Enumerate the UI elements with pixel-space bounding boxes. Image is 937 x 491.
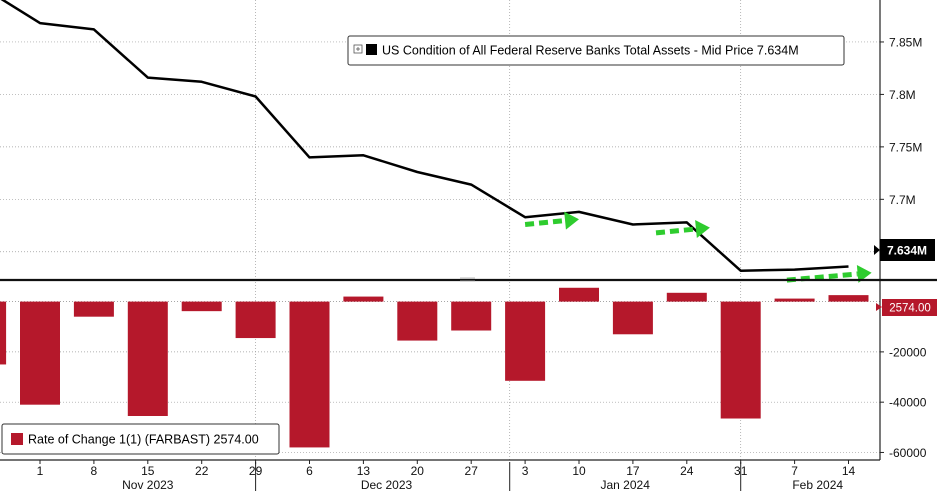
x-tick-label: 24	[680, 464, 694, 478]
x-tick-label: 3	[522, 464, 529, 478]
bar-legend: Rate of Change 1(1) (FARBAST) 2574.00	[1, 423, 280, 455]
bar	[127, 301, 168, 416]
bottom-y-tick-label: -60000	[889, 446, 927, 460]
panel-resize-handle[interactable]	[460, 277, 475, 282]
annotation-arrows	[524, 211, 872, 283]
axes	[0, 0, 937, 461]
x-month-label: Dec 2023	[361, 478, 413, 491]
bar	[720, 301, 761, 419]
bar	[774, 298, 815, 302]
x-tick-label: 22	[195, 464, 209, 478]
bar	[397, 301, 438, 341]
x-tick-label: 14	[842, 464, 856, 478]
line-legend-label: US Condition of All Federal Reserve Bank…	[382, 44, 799, 58]
line-legend-swatch	[366, 44, 377, 55]
bar	[612, 301, 653, 335]
bottom-panel-grid: -20000 -40000 -60000	[0, 301, 927, 460]
bar-legend-label: Rate of Change 1(1) (FARBAST) 2574.00	[28, 433, 259, 447]
bar	[828, 295, 869, 302]
bar	[559, 287, 599, 302]
x-tick-label: 10	[572, 464, 586, 478]
bar	[505, 301, 546, 381]
bottom-y-tick-label: -20000	[889, 345, 927, 359]
bar	[343, 296, 384, 302]
bar	[181, 301, 222, 312]
bar	[0, 301, 7, 365]
line-legend: US Condition of All Federal Reserve Bank…	[347, 35, 845, 66]
top-y-tick-label: 7.7M	[889, 193, 916, 207]
x-tick-label: 20	[411, 464, 425, 478]
top-y-tick-label: 7.75M	[889, 140, 922, 154]
x-tick-label: 8	[91, 464, 98, 478]
line-last-value-badge: 7.634M	[874, 239, 935, 261]
bar-last-value-badge: 2574.00	[876, 299, 937, 316]
bottom-y-tick-label: -40000	[889, 396, 927, 410]
x-tick-label: 6	[306, 464, 313, 478]
line-series	[0, 0, 849, 272]
top-y-tick-label: 7.8M	[889, 88, 916, 102]
bar-series	[0, 287, 869, 448]
x-month-label: Nov 2023	[122, 478, 174, 491]
bar	[73, 301, 114, 317]
x-tick-label: 15	[141, 464, 155, 478]
x-tick-label: 7	[791, 464, 798, 478]
trend-arrow	[655, 220, 710, 238]
bar	[289, 301, 330, 448]
x-month-label: Jan 2024	[601, 478, 651, 491]
x-tick-label: 1	[37, 464, 44, 478]
line-last-value: 7.634M	[887, 244, 927, 258]
x-tick-label: 27	[465, 464, 479, 478]
bar	[235, 301, 276, 339]
trend-arrow	[786, 264, 872, 283]
x-tick-label: 17	[626, 464, 640, 478]
bar-last-value: 2574.00	[889, 303, 931, 315]
bar	[20, 301, 60, 405]
top-y-tick-label: 7.85M	[889, 35, 922, 49]
bar-legend-swatch	[11, 433, 23, 445]
trend-arrow	[524, 211, 579, 230]
x-tick-label: 13	[357, 464, 371, 478]
x-month-label: Feb 2024	[792, 478, 843, 491]
bar	[666, 292, 707, 302]
bar	[451, 301, 492, 331]
